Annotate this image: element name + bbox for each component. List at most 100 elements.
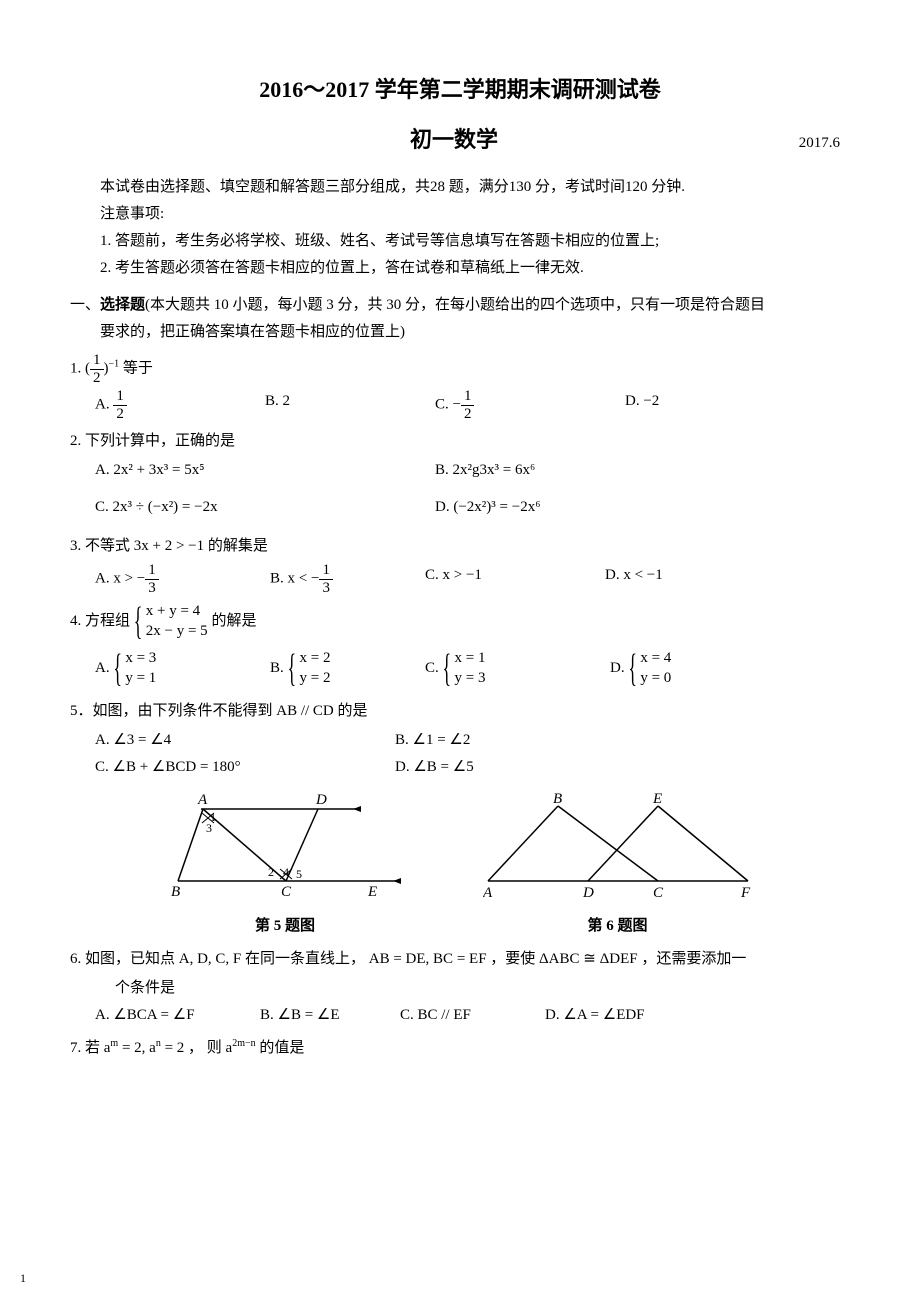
page-number: 1 (20, 1268, 26, 1290)
q6-options: A. ∠BCA = ∠F B. ∠B = ∠E C. BC // EF D. ∠… (95, 1002, 850, 1029)
figures-row: A D B C E 1 3 2 4 5 第 5 题图 B E A D (70, 791, 850, 940)
fig6-D: D (582, 885, 594, 901)
fig5-C: C (281, 884, 292, 900)
q4-d1: x = 4 (640, 649, 671, 669)
exam-date: 2017.6 (799, 130, 840, 157)
fig6-svg: B E A D C F (483, 791, 753, 901)
fig6-F: F (740, 885, 751, 901)
fig5-D: D (315, 792, 327, 808)
subtitle: 初一数学 (410, 120, 498, 160)
q6-sub: 个条件是 (115, 975, 850, 1002)
section-heading: 一、选择题(本大题共 10 小题，每小题 3 分，共 30 分，在每小题给出的四… (70, 292, 850, 319)
q5-opt-a: A. ∠3 = ∠4 (95, 727, 395, 754)
section-pre: 一、 (70, 297, 100, 313)
q4-a: 4. 方程组 (70, 613, 134, 629)
q2-row1: A. 2x² + 3x³ = 5x⁵ B. 2x²g3x³ = 6x⁶ (95, 457, 850, 484)
q6-opt-c: C. BC // EF (400, 1002, 545, 1029)
q2-row2: C. 2x³ ÷ (−x²) = −2x D. (−2x²)³ = −2x⁶ (95, 494, 850, 521)
fig5-B: B (171, 884, 180, 900)
q1-opt-a: A. 12 (95, 388, 265, 422)
figure-6: B E A D C F 第 6 题图 (483, 791, 753, 940)
q4-a2: y = 1 (125, 669, 156, 689)
fig6-caption: 第 6 题图 (483, 913, 753, 940)
q4-opt-b: B. x = 2y = 2 (270, 649, 425, 688)
q3-opt-a: A. x > −13 (95, 562, 270, 596)
q7-eq2: = 2 ， 则 a (161, 1040, 232, 1056)
q1-c-neg: − (453, 397, 461, 413)
q4-d2: y = 0 (640, 669, 671, 689)
q4-b: 的解是 (208, 613, 257, 629)
q5-stem: 5．如图，由下列条件不能得到 AB // CD 的是 (70, 698, 850, 725)
q4-opt-c: C. x = 1y = 3 (425, 649, 610, 688)
section-rest: (本大题共 10 小题，每小题 3 分，共 30 分，在每小题给出的四个选项中，… (145, 297, 765, 313)
q2-opt-a: A. 2x² + 3x³ = 5x⁵ (95, 457, 435, 484)
q4-b2: y = 2 (300, 669, 331, 689)
q4-b1: x = 2 (300, 649, 331, 669)
notice-2: 2. 考生答题必须答在答题卡相应的位置上，答在试卷和草稿纸上一律无效. (100, 255, 850, 282)
q4-a-brace: x = 3y = 1 (113, 649, 156, 688)
q3-options: A. x > −13 B. x < −13 C. x > −1 D. x < −… (95, 562, 850, 596)
notice-1: 1. 答题前，考生务必将学校、班级、姓名、考试号等信息填写在答题卡相应的位置上; (100, 228, 850, 255)
q4-a-lbl: A. (95, 660, 113, 676)
q3-b-lbl: B. x < − (270, 571, 319, 587)
notice-head: 注意事项: (100, 201, 850, 228)
fig5-E: E (367, 884, 377, 900)
q5-opt-c: C. ∠B + ∠BCD = 180° (95, 754, 395, 781)
q4-c-brace: x = 1y = 3 (443, 649, 486, 688)
q5-opt-d: D. ∠B = ∠5 (395, 754, 474, 781)
fig5-caption: 第 5 题图 (168, 913, 403, 940)
section-bold: 选择题 (100, 297, 145, 313)
q3-a-lbl: A. x > − (95, 571, 145, 587)
q1-a-frac: 12 (113, 388, 127, 422)
q5-row2: C. ∠B + ∠BCD = 180° D. ∠B = ∠5 (95, 754, 850, 781)
q1-stem: 1. (12)−1 等于 (70, 352, 850, 386)
fig6-B: B (553, 791, 562, 807)
main-title: 2016～2017 学年第二学期期末调研测试卷 (70, 70, 850, 110)
q1-opt-d: D. −2 (625, 388, 765, 422)
fig5-svg: A D B C E 1 3 2 4 5 (168, 791, 403, 901)
q1-opt-c: C. −12 (435, 388, 625, 422)
q2-opt-b: B. 2x²g3x³ = 6x⁶ (435, 457, 535, 484)
q1-c-lbl: C. (435, 397, 453, 413)
q6-stem: 6. 如图，已知点 A, D, C, F 在同一条直线上， AB = DE, B… (70, 946, 850, 973)
q1-opt-b: B. 2 (265, 388, 435, 422)
q3-b-frac: 13 (319, 562, 333, 596)
q7-stem: 7. 若 am = 2, an = 2 ， 则 a2m−n 的值是 (70, 1035, 850, 1062)
q4-c1: x = 1 (455, 649, 486, 669)
q4-a1: x = 3 (125, 649, 156, 669)
q1-options: A. 12 B. 2 C. −12 D. −2 (95, 388, 850, 422)
q4-system: x + y = 42x − y = 5 (134, 602, 208, 641)
q6-opt-a: A. ∠BCA = ∠F (95, 1002, 260, 1029)
subtitle-row: 初一数学 2017.6 (70, 120, 850, 160)
fig6-E: E (652, 791, 662, 807)
q3-opt-d: D. x < −1 (605, 562, 663, 596)
fig5-A: A (197, 792, 208, 808)
q3-stem: 3. 不等式 3x + 2 > −1 的解集是 (70, 533, 850, 560)
fig5-5: 5 (296, 867, 302, 881)
q4-opt-d: D. x = 4y = 0 (610, 649, 671, 688)
q3-opt-c: C. x > −1 (425, 562, 605, 596)
fig6-A: A (483, 885, 493, 901)
q4-d-lbl: D. (610, 660, 628, 676)
q6-opt-d: D. ∠A = ∠EDF (545, 1002, 645, 1029)
q4-opt-a: A. x = 3y = 1 (95, 649, 270, 688)
q1-c-frac: 12 (461, 388, 475, 422)
intro-text: 本试卷由选择题、填空题和解答题三部分组成，共28 题，满分130 分，考试时间1… (100, 174, 850, 201)
q4-options: A. x = 3y = 1 B. x = 2y = 2 C. x = 1y = … (95, 649, 850, 688)
q7-a: 7. 若 a (70, 1040, 110, 1056)
q1-a: 1. ( (70, 361, 90, 377)
q1-exp: −1 (109, 359, 120, 370)
q1-a-lbl: A. (95, 397, 113, 413)
q4-stem: 4. 方程组 x + y = 42x − y = 5 的解是 (70, 602, 850, 641)
q7-b: 的值是 (256, 1040, 305, 1056)
q4-d-brace: x = 4y = 0 (628, 649, 671, 688)
q1-frac: 12 (90, 352, 104, 386)
fig5-2: 2 (268, 865, 274, 879)
q4-c2: y = 3 (455, 669, 486, 689)
q6-opt-b: B. ∠B = ∠E (260, 1002, 400, 1029)
q1-c: 等于 (119, 361, 153, 377)
q2-stem: 2. 下列计算中，正确的是 (70, 428, 850, 455)
q2-opt-d: D. (−2x²)³ = −2x⁶ (435, 494, 540, 521)
q4-sys1: x + y = 4 (146, 602, 208, 622)
q4-b-lbl: B. (270, 660, 288, 676)
